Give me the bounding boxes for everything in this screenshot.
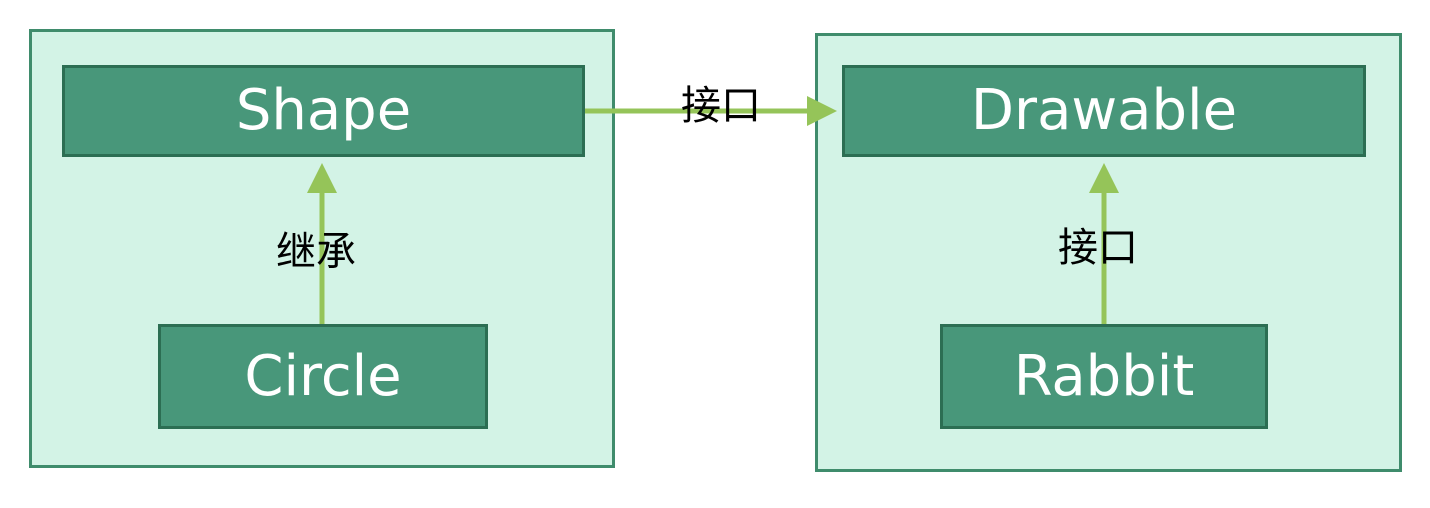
right-interface-label: 接口 xyxy=(1058,225,1138,271)
inherit-label: 继承 xyxy=(276,229,356,275)
rabbit-node: Rabbit xyxy=(940,324,1268,429)
rabbit-node-label: Rabbit xyxy=(1013,343,1195,409)
drawable-node-label: Drawable xyxy=(970,78,1238,143)
circle-node-label: Circle xyxy=(244,343,402,409)
shape-node: Shape xyxy=(62,65,585,157)
circle-node: Circle xyxy=(158,324,488,429)
drawable-node: Drawable xyxy=(842,65,1366,157)
cross-interface-label: 接口 xyxy=(681,83,761,129)
shape-node-label: Shape xyxy=(235,78,412,143)
